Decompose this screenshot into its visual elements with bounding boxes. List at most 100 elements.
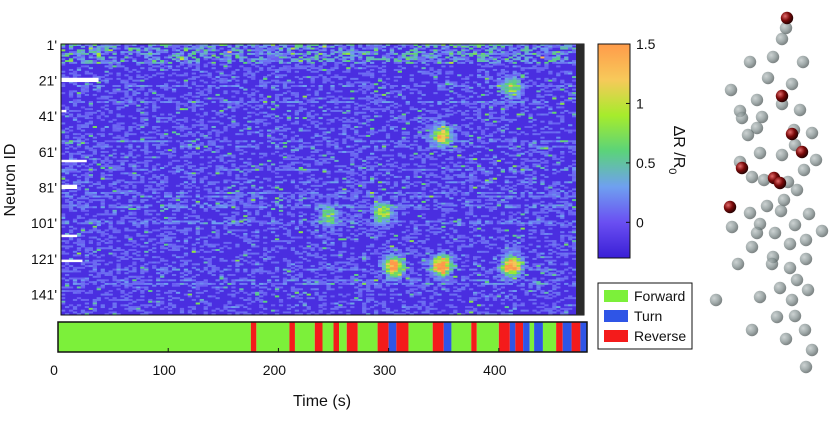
heatmap-cell	[100, 60, 105, 63]
heatmap-cell	[476, 127, 482, 130]
heatmap-cell	[461, 175, 466, 178]
heatmap-cell	[425, 81, 430, 84]
heatmap-cell	[314, 124, 319, 127]
heatmap-cell	[484, 186, 490, 189]
heatmap-cell	[528, 102, 533, 105]
heatmap-cell	[441, 58, 446, 61]
heatmap-cell	[215, 97, 220, 100]
heatmap-cell	[449, 138, 454, 141]
heatmap-cell	[322, 136, 327, 139]
heatmap-cell	[433, 81, 438, 84]
heatmap-cell	[445, 76, 450, 79]
heatmap-cell	[544, 90, 549, 93]
heatmap-cell	[270, 58, 276, 61]
heatmap-cell	[500, 186, 505, 189]
heatmap-cell	[247, 133, 252, 136]
heatmap-cell	[104, 90, 109, 93]
heatmap-cell	[112, 101, 117, 104]
heatmap-cell	[484, 63, 490, 66]
heatmap-cell	[215, 79, 220, 82]
heatmap-cell	[480, 133, 486, 136]
heatmap-cell	[72, 158, 78, 161]
heatmap-cell	[401, 197, 406, 200]
heatmap-cell	[484, 54, 490, 57]
heatmap-cell	[108, 45, 113, 48]
heatmap-cell	[453, 149, 458, 152]
heatmap-cell	[504, 145, 509, 148]
heatmap-cell	[100, 111, 105, 114]
heatmap-cell	[520, 131, 525, 134]
heatmap-cell	[362, 204, 367, 207]
heatmap-cell	[469, 181, 474, 184]
heatmap-cell	[223, 63, 228, 66]
heatmap-cell	[80, 197, 86, 200]
heatmap-cell	[160, 199, 165, 202]
heatmap-cell	[286, 79, 292, 82]
heatmap-cell	[298, 170, 303, 173]
heatmap-cell	[445, 56, 450, 59]
heatmap-cell	[144, 195, 149, 198]
heatmap-cell	[175, 197, 181, 200]
heatmap-cell	[449, 140, 454, 143]
heatmap-cell	[302, 85, 307, 87]
heatmap-cell	[318, 86, 323, 89]
heatmap-cell	[366, 74, 371, 77]
heatmap-cell	[140, 99, 145, 102]
heatmap-cell	[187, 174, 193, 177]
heatmap-cell	[136, 109, 141, 112]
heatmap-cell	[124, 159, 129, 162]
heatmap-cell	[358, 97, 363, 100]
heatmap-cell	[421, 152, 426, 155]
heatmap-cell	[425, 149, 430, 152]
heatmap-cell	[322, 154, 327, 157]
heatmap-cell	[278, 56, 284, 59]
heatmap-cell	[346, 170, 351, 173]
heatmap-cell	[68, 140, 74, 143]
heatmap-cell	[223, 52, 228, 55]
heatmap-cell	[362, 85, 367, 87]
heatmap-cell	[96, 117, 101, 120]
heatmap-cell	[528, 56, 533, 59]
heatmap-cell	[191, 108, 196, 111]
heatmap-cell	[140, 149, 145, 152]
heatmap-cell	[377, 197, 383, 200]
heatmap-cell	[76, 52, 82, 55]
heatmap-cell	[278, 129, 284, 132]
heatmap-cell	[484, 170, 490, 173]
heatmap-cell	[64, 200, 70, 203]
heatmap-cell	[528, 113, 533, 116]
heatmap-cell	[548, 70, 553, 73]
heatmap-cell	[282, 168, 288, 171]
heatmap-cell	[381, 61, 387, 64]
heatmap-cell	[381, 154, 387, 157]
heatmap-cell	[401, 88, 406, 91]
heatmap-cell	[568, 61, 573, 64]
heatmap-cell	[445, 191, 450, 194]
heatmap-cell	[544, 165, 549, 168]
heatmap-cell	[267, 58, 272, 61]
heatmap-cell	[445, 142, 450, 145]
heatmap-cell	[338, 191, 343, 194]
heatmap-cell	[290, 193, 296, 196]
heatmap-cell	[274, 81, 280, 84]
heatmap-cell	[140, 108, 145, 111]
heatmap-cell	[516, 81, 521, 84]
heatmap-cell	[417, 181, 422, 184]
heatmap-cell	[140, 124, 145, 127]
heatmap-cell	[473, 199, 478, 202]
heatmap-cell	[413, 193, 418, 196]
heatmap-cell	[480, 140, 486, 143]
heatmap-cell	[346, 56, 351, 59]
heatmap-cell	[334, 56, 339, 59]
heatmap-cell	[72, 56, 78, 59]
heatmap-cell	[496, 145, 502, 148]
heatmap-cell	[290, 168, 296, 171]
heatmap-cell	[100, 106, 105, 109]
heatmap-cell	[160, 60, 165, 63]
heatmap-cell	[302, 58, 307, 61]
heatmap-cell	[544, 45, 549, 48]
heatmap-cell	[572, 145, 577, 148]
heatmap-cell	[306, 76, 311, 79]
heatmap-cell	[548, 122, 553, 125]
heatmap-cell	[251, 120, 256, 123]
